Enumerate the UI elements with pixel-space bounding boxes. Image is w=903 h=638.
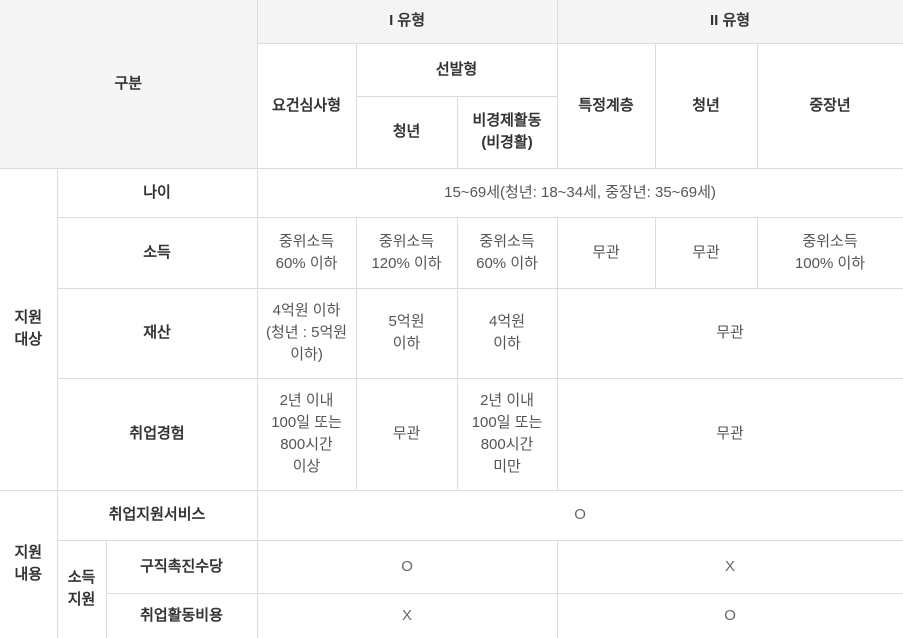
property-type2-cell: 무관	[557, 288, 903, 379]
gubun-header-cell: 구분	[0, 0, 258, 169]
row-property: 재산 4억원 이하 (청년 : 5억원 이하) 5억원 이하 4억원 이하 무관	[0, 288, 903, 379]
sodeuk-jiwon-group-label: 소득 지원	[57, 540, 107, 638]
type2-header-cell: II 유형	[557, 0, 903, 44]
service-value-cell: O	[257, 490, 903, 541]
income-yogeon-cell: 중위소득 60% 이하	[257, 217, 357, 289]
allowance-type2-value-cell: X	[557, 540, 903, 594]
jiwon-daesang-group-label: 지원 대상	[0, 168, 58, 491]
property-seonbal-cheongnyeon-cell: 5억원 이하	[356, 288, 458, 379]
jiwon-naeyong-group-label: 지원 내용	[0, 490, 58, 638]
header-row-2: 요건심사형 선발형 특정계층 청년 중장년	[0, 43, 903, 169]
seonbal-header-cell: 선발형	[356, 43, 558, 97]
bigyeonghwal-header-cell: 비경제활동 (비경활)	[457, 96, 558, 169]
type2-cheongnyeon-header-cell: 청년	[655, 43, 758, 169]
experience-yogeon-cell: 2년 이내 100일 또는 800시간 이상	[257, 378, 357, 491]
row-job-seeking-allowance: 소득 지원 구직촉진수당 O X	[0, 540, 903, 638]
income-seonbal-cheongnyeon-cell: 중위소득 120% 이하	[356, 217, 458, 289]
type1-cheongnyeon-header-cell: 청년	[356, 96, 458, 169]
row-work-experience: 취업경험 2년 이내 100일 또는 800시간 이상 무관 2년 이내 100…	[0, 378, 903, 491]
income-bigyeonghwal-cell: 중위소득 60% 이하	[457, 217, 558, 289]
age-value-cell: 15~69세(청년: 18~34세, 중장년: 35~69세)	[257, 168, 903, 218]
row-age: 지원 대상 나이 15~69세(청년: 18~34세, 중장년: 35~69세)	[0, 168, 903, 491]
age-row-label: 나이	[57, 168, 258, 218]
yogeonsimsa-header-cell: 요건심사형	[257, 43, 357, 169]
property-yogeon-cell: 4억원 이하 (청년 : 5억원 이하)	[257, 288, 357, 379]
teukjeonggyecheung-header-cell: 특정계층	[557, 43, 656, 169]
header-row-3: 청년 비경제활동 (비경활)	[0, 96, 903, 169]
experience-seonbal-cheongnyeon-cell: 무관	[356, 378, 458, 491]
row-employment-service: 지원 내용 취업지원서비스 O	[0, 490, 903, 638]
type1-header-cell: I 유형	[257, 0, 558, 44]
row-income: 소득 중위소득 60% 이하 중위소득 120% 이하 중위소득 60% 이하 …	[0, 217, 903, 289]
experience-bigyeonghwal-cell: 2년 이내 100일 또는 800시간 미만	[457, 378, 558, 491]
property-bigyeonghwal-cell: 4억원 이하	[457, 288, 558, 379]
allowance-type1-value-cell: O	[257, 540, 558, 594]
property-row-label: 재산	[57, 288, 258, 379]
header-row-1: 구분 I 유형 II 유형	[0, 0, 903, 169]
activity-cost-type2-value-cell: O	[557, 593, 903, 638]
activity-cost-row-label: 취업활동비용	[106, 593, 258, 638]
allowance-row-label: 구직촉진수당	[106, 540, 258, 594]
service-row-label: 취업지원서비스	[57, 490, 258, 541]
row-employment-activity-cost: 취업활동비용 X O	[0, 593, 903, 638]
experience-row-label: 취업경험	[57, 378, 258, 491]
activity-cost-type1-value-cell: X	[257, 593, 558, 638]
experience-type2-cell: 무관	[557, 378, 903, 491]
income-teukjeong-cell: 무관	[557, 217, 656, 289]
income-jungjangnyeon-cell: 중위소득 100% 이하	[757, 217, 903, 289]
jungjangnyeon-header-cell: 중장년	[757, 43, 903, 169]
income-row-label: 소득	[57, 217, 258, 289]
income-type2-cheongnyeon-cell: 무관	[655, 217, 758, 289]
